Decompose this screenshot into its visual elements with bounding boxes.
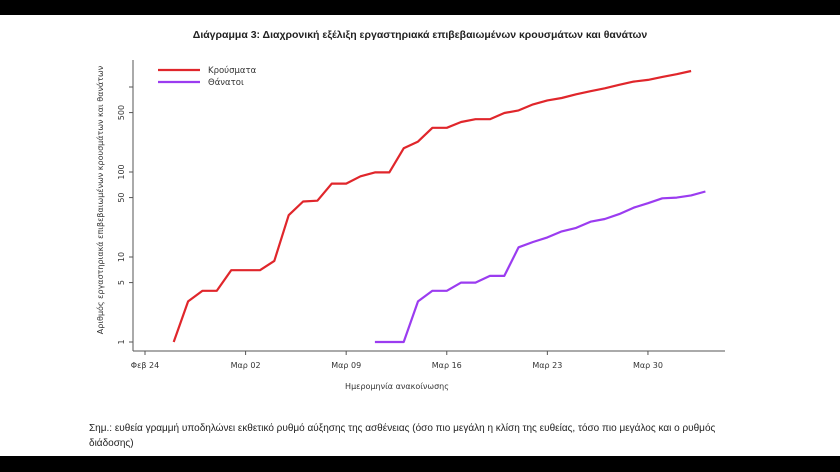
chart-page: Διάγραμμα 3: Διαχρονική εξέλιξη εργαστηρ… <box>0 15 840 456</box>
legend-label: Κρούσματα <box>208 65 257 76</box>
series-line-cases <box>172 69 692 343</box>
legend: Κρούσματα Θάνατοι <box>158 65 257 88</box>
x-tick-label: Φεβ 24 <box>131 361 159 370</box>
axes <box>132 60 725 352</box>
legend-label: Θάνατοι <box>208 78 244 88</box>
y-axis-title: Αριθμός εργαστηριακά επιβεβαιωμένων κρου… <box>95 65 105 334</box>
y-tick-label: 1 <box>117 339 126 344</box>
series-line-deaths <box>374 190 706 344</box>
x-tick-label: Μαρ 30 <box>633 361 663 370</box>
ticks: Φεβ 24 Μαρ 02 Μαρ 09 Μαρ 16 Μαρ 23 Μαρ 30 1 5 10… <box>117 86 663 370</box>
chart-note: Σημ.: ευθεία γραμμή υποδηλώνει εκθετικό … <box>89 423 716 449</box>
y-tick-label: 10 <box>117 252 126 262</box>
series-lines <box>172 69 706 344</box>
x-tick-label: Μαρ 23 <box>532 361 562 370</box>
x-axis-title: Ημερομηνία ανακοίνωσης <box>345 382 449 391</box>
x-tick-label: Μαρ 02 <box>231 361 261 370</box>
y-tick-label: 100 <box>117 164 126 179</box>
y-tick-label: 500 <box>117 105 126 120</box>
x-tick-label: Μαρ 16 <box>432 361 462 370</box>
x-tick-label: Μαρ 09 <box>331 361 361 370</box>
chart-title: Διάγραμμα 3: Διαχρονική εξέλιξη εργαστηρ… <box>192 29 648 41</box>
y-tick-label: 50 <box>117 192 126 202</box>
y-tick-label: 5 <box>117 280 126 285</box>
chart-area: Φεβ 24 Μαρ 02 Μαρ 09 Μαρ 16 Μαρ 23 Μαρ 30 1 5 10… <box>95 60 725 391</box>
